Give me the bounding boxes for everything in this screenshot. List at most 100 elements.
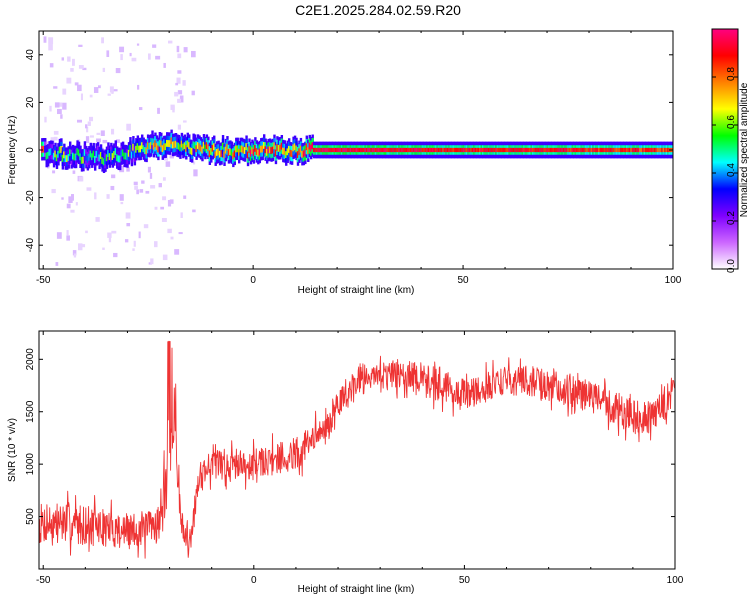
spectrogram-cell (637, 147, 641, 153)
spectrogram-cell (162, 196, 167, 201)
spectrogram-cell (143, 224, 149, 229)
spectrogram-cell (412, 147, 416, 153)
spectrogram-cell (127, 149, 131, 157)
spectrogram-cell (49, 105, 52, 112)
spectrogram-cell (111, 128, 115, 135)
spectrogram-cell (446, 147, 450, 153)
spectrogram-cell (134, 185, 138, 190)
spectrogram-cell (436, 147, 439, 153)
spectrogram-cell (662, 147, 666, 153)
spectrogram-cell (648, 147, 651, 153)
spectrogram-cell (568, 147, 572, 153)
spectrogram-cell (335, 147, 338, 153)
spectrogram-cell (154, 140, 157, 148)
spectrogram-cell (111, 230, 117, 234)
spectrogram-cell (602, 147, 605, 153)
spectrogram-cell (523, 147, 526, 153)
spectrogram-cell (158, 139, 162, 147)
spectrogram-cell (429, 147, 432, 153)
spectrogram-cell (474, 147, 478, 153)
spectrogram-cell (183, 142, 187, 150)
spectrogram-cell (49, 148, 53, 156)
spectrogram-y-label: Frequency (Hz) (7, 116, 18, 185)
spectrogram-cell (430, 147, 433, 153)
spectrogram-cell (392, 147, 395, 153)
spectrogram-cell (57, 108, 62, 115)
spectrogram-cell (481, 147, 485, 153)
spectrogram-cell (549, 147, 552, 153)
snr-series-line (39, 340, 675, 559)
spectrogram-cell (161, 217, 167, 223)
spectrogram-cell (48, 44, 53, 51)
spectrogram-cell (85, 136, 90, 144)
spectrogram-cell (126, 167, 130, 172)
spectrogram-cell (172, 106, 175, 113)
spectrogram-cell (417, 147, 420, 153)
spectrogram-cell (376, 147, 379, 153)
spectrogram-cell (238, 148, 241, 156)
spectrogram-cell (82, 67, 87, 71)
spectrogram-cell (534, 147, 538, 153)
spectrogram-cell (58, 146, 62, 154)
spectrogram-cell (587, 147, 591, 153)
spectrogram-cell (66, 155, 69, 163)
spectrogram-cell (449, 147, 453, 153)
spectrogram-cell (129, 144, 132, 152)
spectrogram-cell (89, 116, 94, 122)
spectrogram-cell (113, 151, 116, 158)
spectrogram-cell (135, 145, 138, 153)
spectrogram-cell (169, 199, 174, 204)
spectrogram-cell (577, 147, 580, 153)
spectrogram-cell (116, 139, 120, 143)
x-tick-label: 0 (250, 275, 256, 286)
spectrogram-cell (583, 147, 586, 153)
spectrogram-cell (59, 102, 63, 107)
spectrogram-cell (95, 217, 100, 222)
spectrogram-cell (62, 88, 67, 95)
spectrogram-cell (44, 116, 47, 123)
spectrogram-cell (551, 147, 554, 153)
spectrogram-cell (646, 147, 649, 153)
spectrogram-cell (79, 153, 82, 161)
spectrogram-cell (349, 147, 353, 153)
spectrogram-cell (112, 89, 118, 92)
snr-x-ticks: -50 0 50 100 (36, 331, 684, 586)
spectrogram-cell (387, 147, 391, 153)
spectrogram-cell (98, 154, 101, 162)
spectrogram-cell (368, 147, 372, 153)
spectrogram-cell (479, 147, 482, 153)
spectrogram-cell (330, 147, 333, 153)
spectrogram-cell (567, 147, 570, 153)
spectrogram-cell (126, 153, 129, 160)
spectrogram-cell (342, 147, 345, 153)
spectrogram-cell (147, 166, 151, 173)
spectrogram-cell (141, 180, 145, 184)
spectrogram-cell (180, 212, 183, 219)
spectrogram-cell (221, 142, 225, 150)
spectrogram-cell (553, 147, 557, 153)
spectrogram-cell (102, 247, 105, 250)
spectrogram-cell (114, 148, 117, 155)
spectrogram-cell (603, 147, 607, 153)
spectrogram-cell (326, 147, 329, 153)
spectrogram-cell (177, 53, 182, 59)
spectrogram-cell (292, 144, 295, 152)
spectrogram-cell (537, 147, 541, 153)
spectrogram-cell (132, 248, 135, 251)
spectrogram-y-ticks: -40 -20 0 20 40 (25, 49, 673, 252)
spectrogram-cell (175, 82, 179, 86)
spectrogram-cell (240, 145, 244, 153)
spectrogram-cell (581, 147, 585, 153)
spectrogram-cell (518, 147, 522, 153)
spectrogram-cell (358, 147, 361, 153)
spectrogram-cell (268, 146, 272, 154)
spectrogram-cell (53, 136, 58, 141)
spectrogram-cell (426, 147, 429, 153)
spectrogram-cell (136, 43, 140, 46)
spectrogram-cell (199, 144, 203, 152)
spectrogram-cell (245, 143, 248, 151)
y-tick-label: 40 (25, 49, 36, 61)
spectrogram-cell (75, 202, 78, 206)
spectrogram-cell (336, 147, 339, 153)
